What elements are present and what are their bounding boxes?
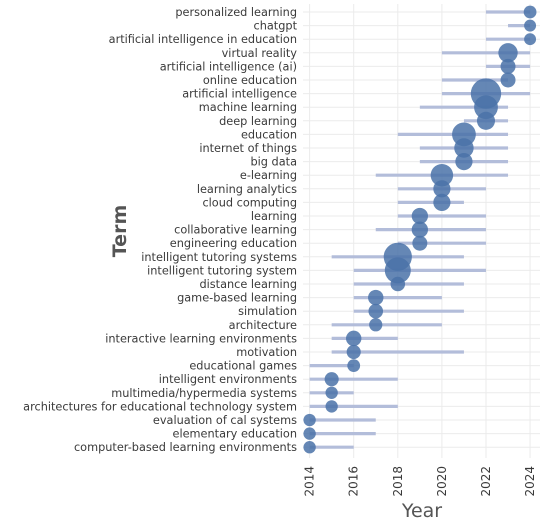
x-tick-label: 2016 xyxy=(347,466,361,497)
term-label: game-based learning xyxy=(177,292,297,305)
term-label: intelligent tutoring systems xyxy=(141,251,297,264)
median-point xyxy=(411,207,429,225)
median-point xyxy=(454,138,474,158)
term-label: architectures for educational technology… xyxy=(23,400,297,413)
term-label: chatgpt xyxy=(254,20,298,33)
term-label: multimedia/hypermedia systems xyxy=(111,387,297,400)
median-point xyxy=(524,19,537,32)
term-label: internet of things xyxy=(199,142,297,155)
term-label: virtual reality xyxy=(222,47,298,60)
median-point xyxy=(368,303,384,319)
term-label: e-learning xyxy=(240,169,297,182)
median-point xyxy=(523,5,537,19)
term-label: artificial intelligence xyxy=(182,88,297,101)
median-point xyxy=(303,441,316,454)
term-label: artificial intelligence in education xyxy=(109,33,297,46)
x-tick-label: 2018 xyxy=(391,466,405,497)
median-point xyxy=(303,413,316,427)
median-point xyxy=(500,58,516,74)
term-label: intelligent tutoring system xyxy=(147,264,297,277)
term-label: elementary education xyxy=(173,428,297,441)
median-point xyxy=(369,318,383,332)
median-point xyxy=(390,276,406,292)
term-label: distance learning xyxy=(199,278,297,291)
median-point xyxy=(346,344,361,360)
term-label: engineering education xyxy=(170,237,297,250)
median-point xyxy=(455,153,473,171)
median-point xyxy=(347,359,361,372)
term-label: learning xyxy=(251,210,297,223)
x-tick-label: 2024 xyxy=(523,466,537,497)
x-tick-label: 2022 xyxy=(479,466,493,497)
median-point xyxy=(430,163,454,187)
median-point xyxy=(368,289,384,306)
term-label: machine learning xyxy=(199,101,297,114)
median-point xyxy=(476,111,496,130)
median-point xyxy=(325,400,338,413)
x-tick-label: 2020 xyxy=(435,466,449,497)
term-label: motivation xyxy=(236,346,297,359)
term-label: interactive learning environments xyxy=(105,332,297,345)
median-point xyxy=(500,72,516,88)
term-label: architecture xyxy=(229,319,297,332)
term-label: intelligent environments xyxy=(159,373,297,386)
term-label: computer-based learning environments xyxy=(74,441,297,454)
median-point xyxy=(325,386,338,399)
term-label: educational games xyxy=(189,360,297,373)
x-axis-ticks: 2014 2016 2018 2020 2022 2024 xyxy=(303,466,537,497)
median-point xyxy=(498,43,518,63)
term-label: collaborative learning xyxy=(174,224,297,237)
median-point xyxy=(384,257,411,284)
term-label: education xyxy=(241,128,297,141)
term-label: cloud computing xyxy=(202,196,297,209)
median-point xyxy=(524,33,537,46)
x-tick-label: 2014 xyxy=(303,466,317,497)
term-label: simulation xyxy=(238,305,297,318)
term-label: personalized learning xyxy=(175,6,297,19)
term-label: learning analytics xyxy=(197,183,297,196)
median-point xyxy=(345,330,362,347)
median-point xyxy=(474,95,498,120)
y-axis-title: Term xyxy=(109,205,131,258)
term-label: artificial intelligence (ai) xyxy=(160,60,297,73)
term-label: online education xyxy=(203,74,297,87)
x-axis-title: Year xyxy=(401,500,442,522)
median-point xyxy=(433,180,451,198)
term-label: deep learning xyxy=(219,115,297,128)
term-label: evaluation of cal systems xyxy=(153,414,297,427)
median-year-points xyxy=(303,5,537,454)
term-label: big data xyxy=(250,156,297,169)
median-point xyxy=(433,193,451,211)
median-point xyxy=(324,372,339,387)
median-point xyxy=(303,427,316,440)
median-point xyxy=(411,221,429,238)
median-point xyxy=(412,235,428,251)
